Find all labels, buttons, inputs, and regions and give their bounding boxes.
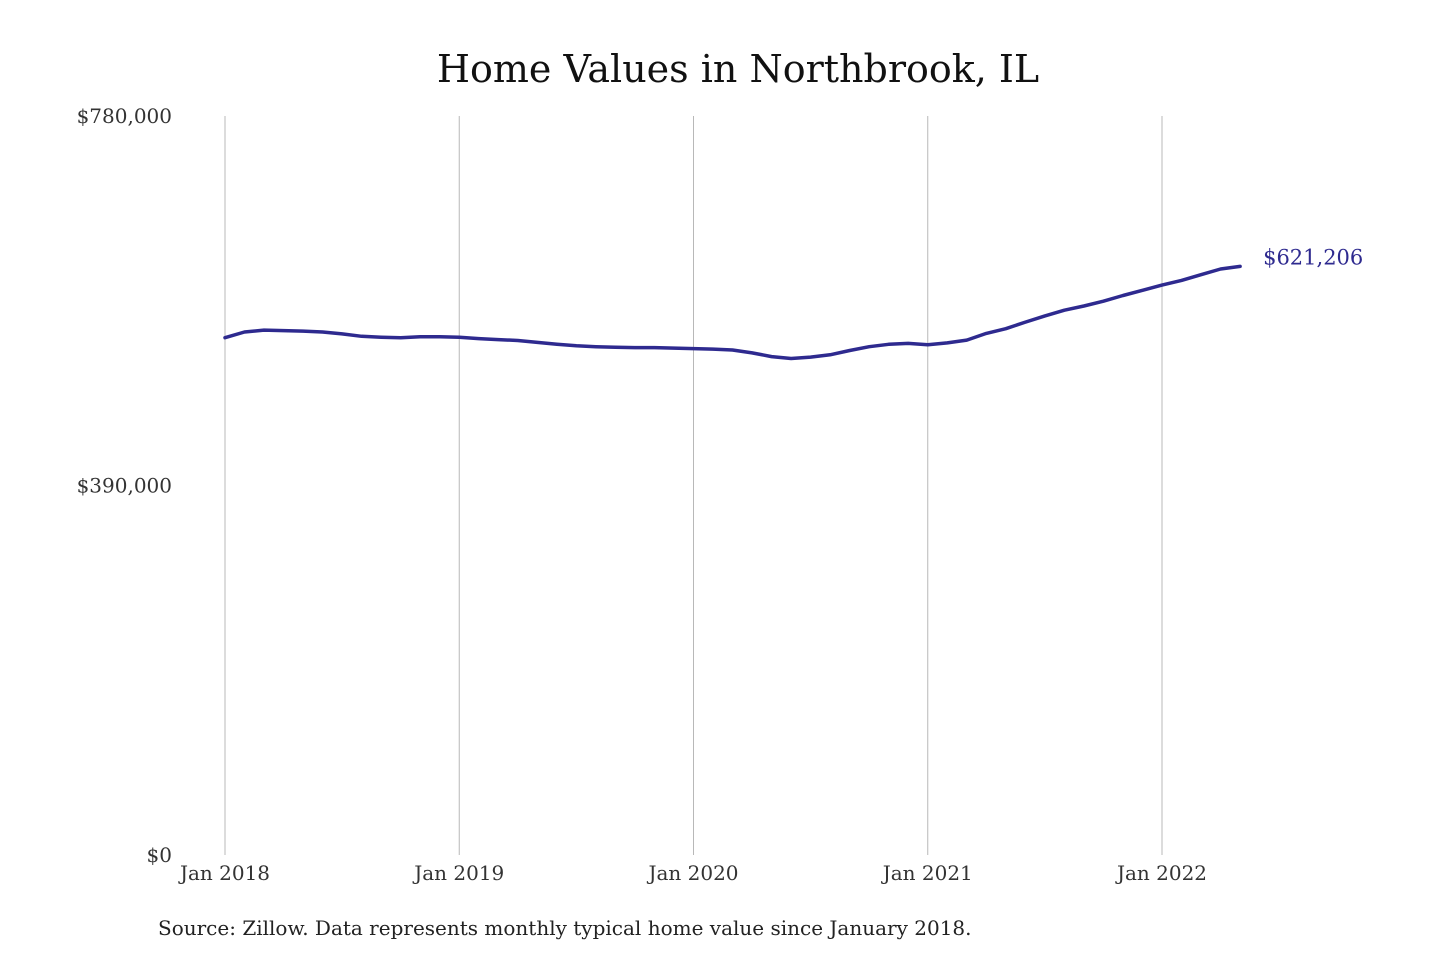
y-tick-label: $780,000 xyxy=(77,104,172,128)
y-tick-label: $390,000 xyxy=(77,474,172,498)
series-layer xyxy=(223,264,1242,361)
y-axis-ticks: $0 $390,000 $780,000 xyxy=(77,104,172,867)
x-tick-label: Jan 2018 xyxy=(178,861,270,885)
x-axis-ticks: Jan 2018 Jan 2019 Jan 2020 Jan 2021 Jan 2022 xyxy=(178,861,1207,885)
end-value-label: $621,206 xyxy=(1263,245,1363,269)
x-tick-label: Jan 2019 xyxy=(412,861,504,885)
annotations: $621,206 xyxy=(1263,245,1363,269)
gridlines xyxy=(224,116,1163,855)
source-note: Source: Zillow. Data represents monthly … xyxy=(158,916,972,940)
x-tick-label: Jan 2021 xyxy=(881,861,973,885)
x-tick-label: Jan 2020 xyxy=(646,861,738,885)
chart-title: Home Values in Northbrook, IL xyxy=(437,47,1039,91)
x-tick-label: Jan 2022 xyxy=(1115,861,1207,885)
y-tick-label: $0 xyxy=(147,843,172,867)
series-line-0 xyxy=(223,264,1242,361)
